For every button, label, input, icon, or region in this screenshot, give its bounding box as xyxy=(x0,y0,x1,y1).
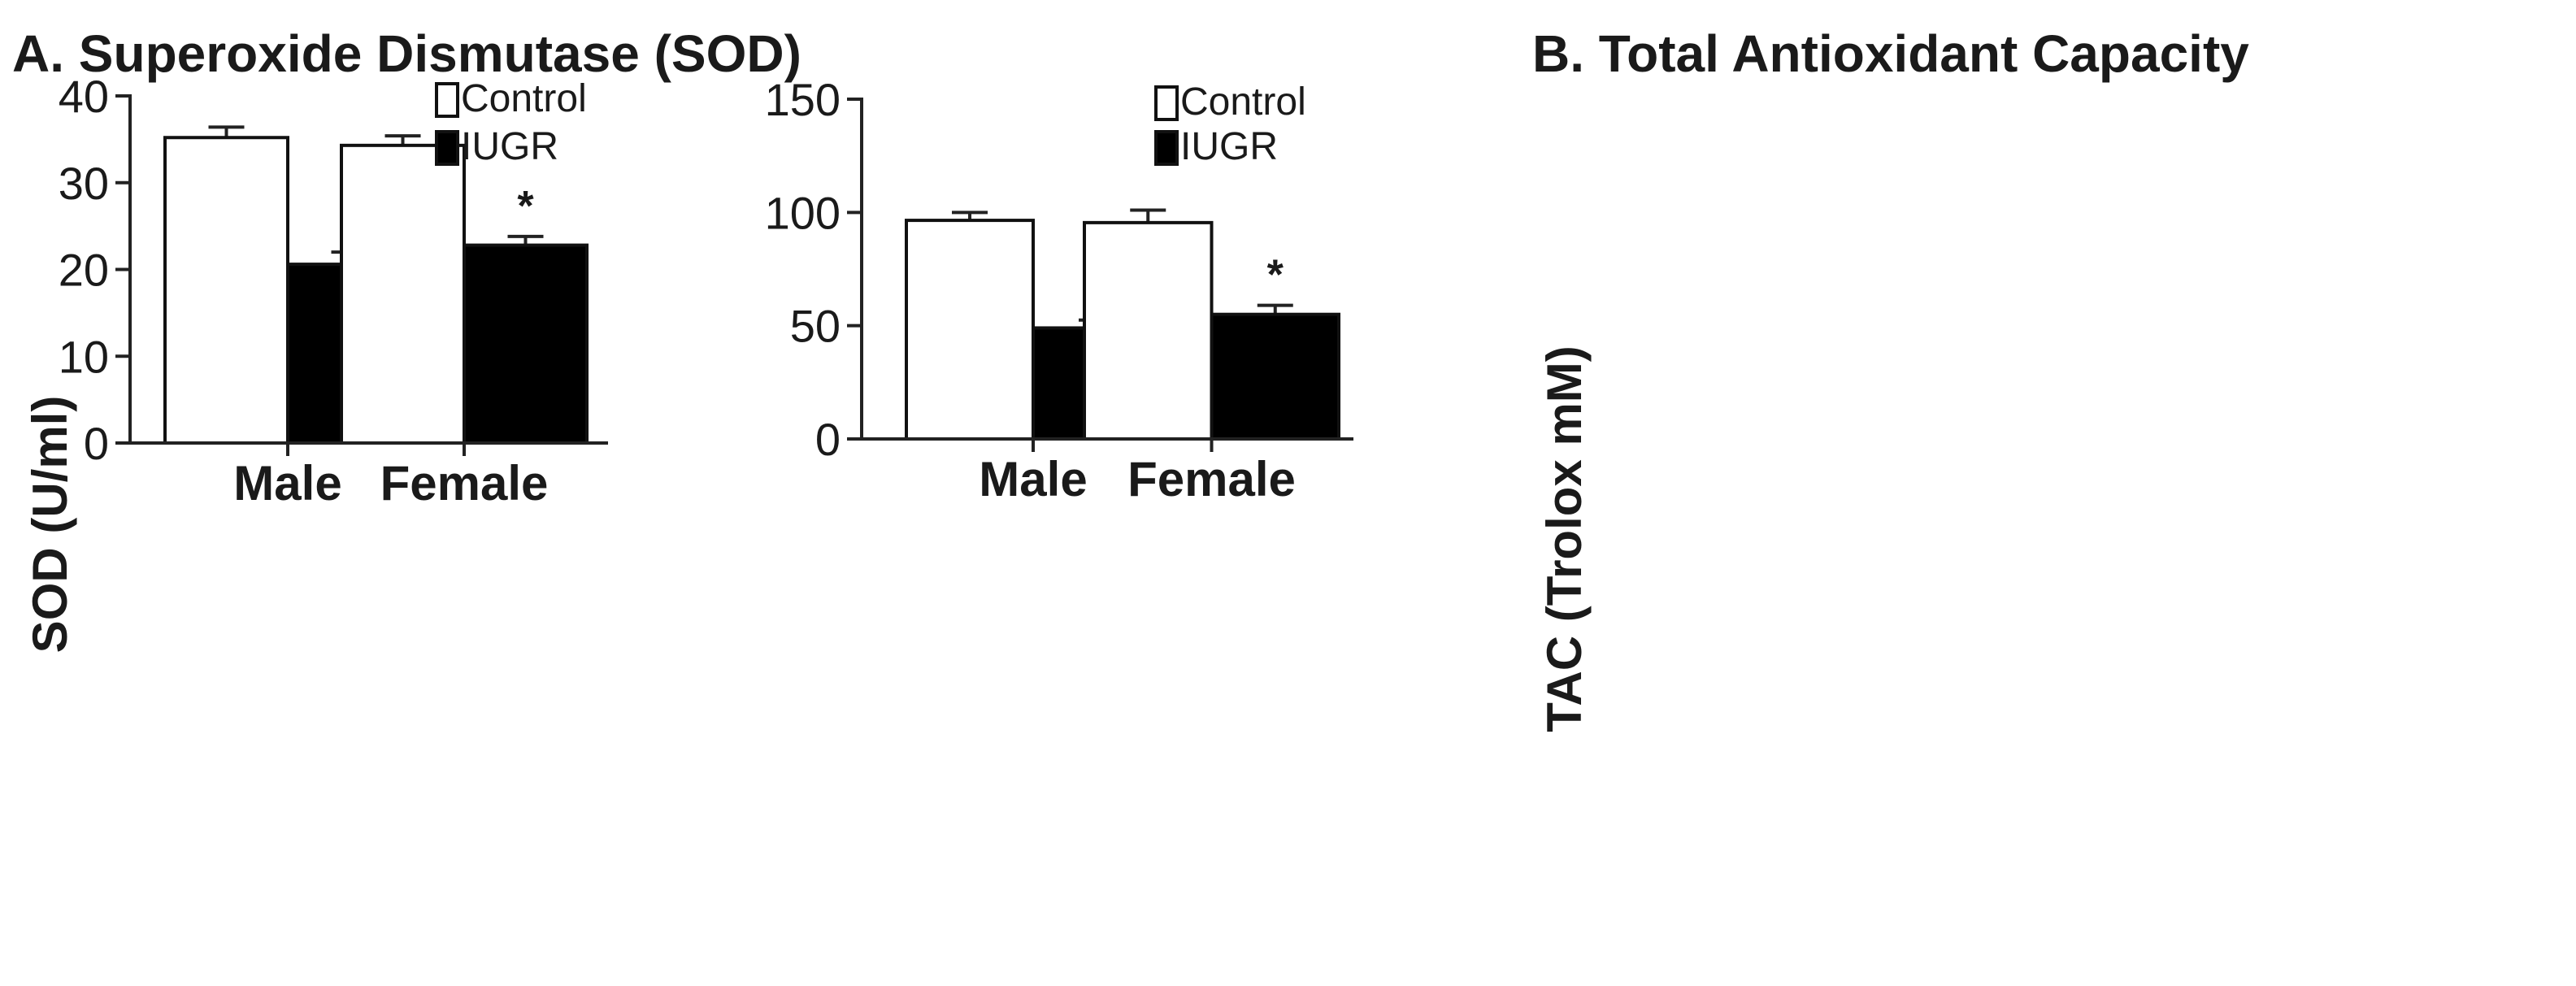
legend-swatch-iugr xyxy=(435,130,459,166)
category-label: Male xyxy=(233,456,341,510)
significance-mark: * xyxy=(517,183,534,230)
bar-control-female xyxy=(340,143,466,445)
bar-control-female xyxy=(1083,220,1214,441)
y-axis-label: SOD (U/ml) xyxy=(23,396,77,654)
legend-label-control: Control xyxy=(461,77,587,120)
y-tick-label: 10 xyxy=(59,331,109,382)
legend-swatch-iugr xyxy=(1154,130,1179,166)
legend-swatch-control xyxy=(435,82,459,118)
y-tick-label: 40 xyxy=(59,71,109,122)
category-label: Male xyxy=(979,452,1087,506)
y-tick-label: 0 xyxy=(84,418,109,469)
panel-tac: B. Total Antioxidant Capacity TAC (Trolo… xyxy=(765,24,2250,732)
category-label: Female xyxy=(380,456,549,510)
bar-iugr-female xyxy=(1210,312,1340,441)
y-tick-label: 20 xyxy=(59,245,109,296)
y-tick-label: 30 xyxy=(59,158,109,209)
legend-label-iugr: IUGR xyxy=(1180,125,1278,168)
y-tick-label: 100 xyxy=(765,187,841,238)
y-axis-label: TAC (Trolox mM) xyxy=(1537,345,1592,732)
panel-title: B. Total Antioxidant Capacity xyxy=(1532,24,2249,83)
significance-mark: * xyxy=(1267,252,1284,299)
panel-sod: A. Superoxide Dismutase (SOD) SOD (U/ml)… xyxy=(12,24,801,653)
y-tick-label: 150 xyxy=(765,74,841,125)
y-tick-label: 50 xyxy=(790,301,841,352)
category-label: Female xyxy=(1127,452,1296,506)
bar-iugr-female xyxy=(463,243,589,445)
legend-swatch-control xyxy=(1154,85,1179,121)
y-tick-label: 0 xyxy=(815,414,841,465)
legend-label-control: Control xyxy=(1180,80,1306,124)
bar-control-male xyxy=(905,219,1035,441)
legend-label-iugr: IUGR xyxy=(461,125,558,168)
bar-control-male xyxy=(163,136,289,445)
panel-title: A. Superoxide Dismutase (SOD) xyxy=(12,24,801,83)
